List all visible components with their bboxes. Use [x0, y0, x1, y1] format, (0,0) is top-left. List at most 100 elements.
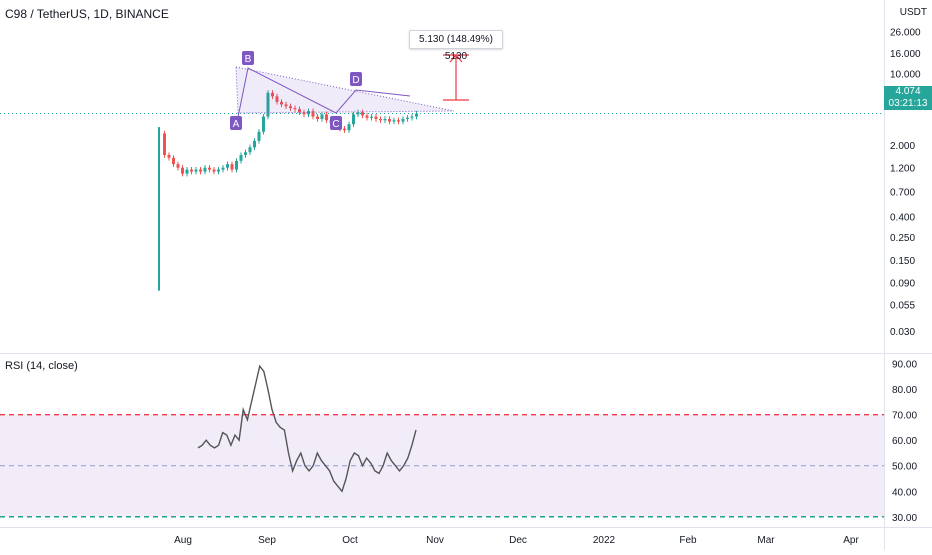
pattern-point-d[interactable]	[350, 72, 362, 86]
candle[interactable]	[194, 169, 198, 172]
candle[interactable]	[293, 108, 297, 110]
candle[interactable]	[365, 115, 369, 118]
last-price-tag: 4.074 03:21:13	[884, 86, 932, 110]
candle[interactable]	[397, 120, 400, 122]
price-tick-label: 1.200	[890, 164, 915, 175]
candle[interactable]	[248, 147, 252, 153]
measure-label: 5.130 (148.49%) 5130	[409, 30, 503, 62]
candle[interactable]	[379, 119, 382, 121]
pattern-point-b[interactable]	[242, 51, 254, 65]
time-tick-label: Aug	[174, 535, 192, 546]
candle[interactable]	[190, 169, 193, 172]
candle[interactable]	[307, 111, 310, 115]
candle[interactable]	[401, 119, 405, 122]
candle[interactable]	[352, 114, 355, 125]
candle[interactable]	[167, 154, 171, 158]
candle[interactable]	[217, 169, 220, 172]
candle[interactable]	[253, 140, 256, 148]
rsi-tick-label: 70.00	[892, 411, 917, 422]
price-tick-label: 0.400	[890, 212, 915, 223]
rsi-tick-label: 60.00	[892, 436, 917, 447]
candle[interactable]	[383, 119, 387, 121]
candle[interactable]	[316, 116, 319, 120]
candle[interactable]	[212, 169, 216, 172]
candle[interactable]	[298, 109, 301, 113]
candle[interactable]	[221, 167, 225, 170]
rsi-line[interactable]	[197, 364, 417, 493]
price-tick-label: 0.700	[890, 188, 915, 199]
candle[interactable]	[415, 113, 418, 117]
time-tick-label: Feb	[679, 535, 697, 546]
candle[interactable]	[181, 167, 184, 174]
time-tick-label: Nov	[426, 535, 444, 546]
price-tick-label: 0.250	[890, 233, 915, 244]
triangle-pattern[interactable]	[235, 66, 455, 114]
candle[interactable]	[289, 106, 292, 109]
time-tick-label: Sep	[258, 535, 276, 546]
candle[interactable]	[284, 104, 288, 107]
candle[interactable]	[320, 114, 324, 120]
symbol-title[interactable]: C98 / TetherUS, 1D, BINANCE	[5, 7, 169, 21]
candle[interactable]	[410, 116, 414, 118]
pattern-point-label: A	[233, 119, 240, 130]
pattern-point-a[interactable]	[230, 116, 242, 130]
last-price: 4.074	[895, 86, 921, 97]
candle[interactable]	[406, 117, 409, 120]
rsi-label[interactable]: RSI (14, close)	[5, 360, 78, 372]
candle[interactable]	[392, 120, 396, 122]
bar-countdown: 03:21:13	[888, 98, 928, 109]
candle[interactable]	[244, 152, 247, 155]
price-tick-label: 0.030	[890, 327, 915, 338]
candle[interactable]	[280, 101, 283, 105]
candle[interactable]	[302, 112, 306, 115]
price-tick-label: 16.000	[890, 49, 921, 60]
candle[interactable]	[208, 167, 211, 170]
candle[interactable]	[370, 116, 373, 118]
candle[interactable]	[388, 119, 391, 122]
candle[interactable]	[163, 133, 166, 155]
price-tick-label: 0.090	[890, 279, 915, 290]
candle[interactable]	[347, 124, 351, 131]
candle[interactable]	[158, 127, 160, 291]
candle[interactable]	[176, 164, 180, 168]
candle[interactable]	[235, 160, 238, 170]
candle[interactable]	[203, 167, 207, 172]
candle[interactable]	[374, 116, 378, 120]
candle[interactable]	[356, 112, 360, 115]
candle[interactable]	[262, 116, 265, 132]
pattern-point-label: B	[245, 54, 252, 65]
price-tick-label: 2.000	[890, 141, 915, 152]
candle[interactable]	[311, 111, 315, 117]
abcd-pattern-line[interactable]	[235, 67, 411, 128]
candle[interactable]	[266, 92, 270, 117]
price-tick-label: 0.055	[890, 300, 915, 311]
rsi-tick-label: 90.00	[892, 360, 917, 371]
candle[interactable]	[239, 154, 243, 161]
candle[interactable]	[257, 131, 261, 141]
pattern-point-label: C	[332, 119, 339, 130]
rsi-tick-label: 30.00	[892, 513, 917, 524]
candle[interactable]	[361, 112, 364, 116]
price-tick-label: 10.000	[890, 70, 921, 81]
time-tick-label: Mar	[757, 535, 775, 546]
candle[interactable]	[325, 114, 328, 121]
pattern-point-c[interactable]	[330, 116, 342, 130]
candle[interactable]	[199, 169, 202, 172]
time-tick-label: Dec	[509, 535, 527, 546]
rsi-tick-label: 50.00	[892, 462, 917, 473]
rsi-tick-label: 40.00	[892, 487, 917, 498]
candle[interactable]	[185, 169, 189, 174]
price-tick-label: 0.150	[890, 256, 915, 267]
candle[interactable]	[271, 92, 274, 97]
time-tick-label: Oct	[342, 535, 358, 546]
price-tick-label: 26.000	[890, 27, 921, 38]
candle[interactable]	[172, 157, 175, 165]
candle[interactable]	[226, 164, 229, 168]
measure-arrowhead	[449, 54, 463, 63]
candle[interactable]	[275, 96, 279, 102]
currency-label: USDT	[900, 7, 927, 18]
candle[interactable]	[343, 128, 346, 131]
candle[interactable]	[230, 164, 234, 170]
